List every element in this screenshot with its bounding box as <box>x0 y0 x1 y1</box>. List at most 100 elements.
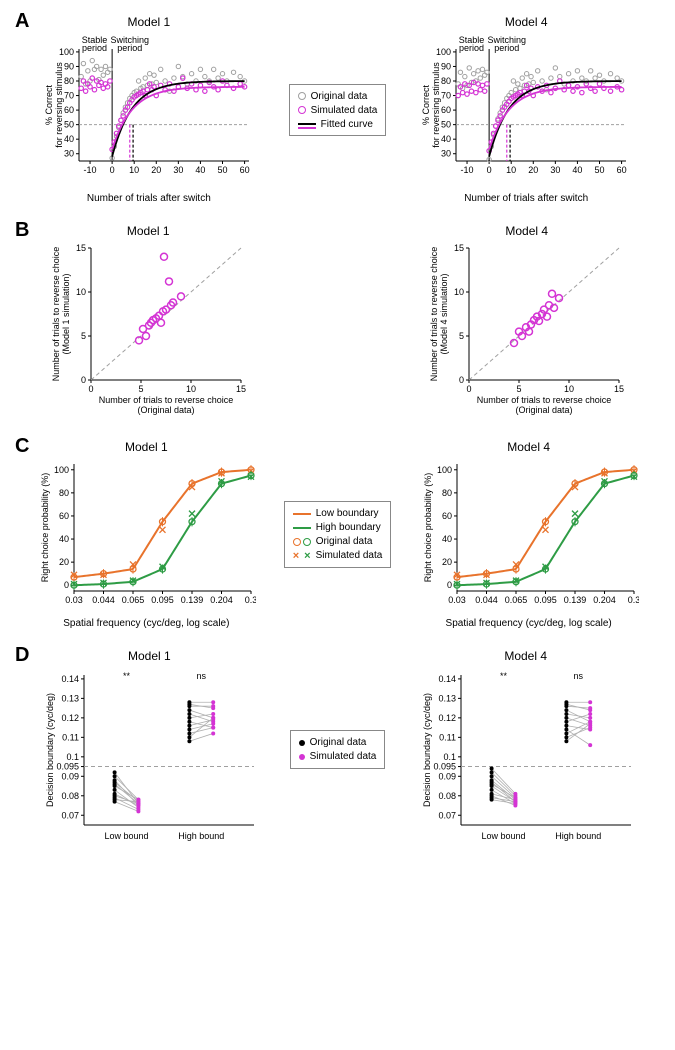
svg-text:period: period <box>494 43 519 53</box>
svg-text:5: 5 <box>459 331 464 341</box>
svg-text:10: 10 <box>129 165 139 175</box>
svg-text:50: 50 <box>64 120 74 130</box>
svg-text:0.09: 0.09 <box>438 771 456 781</box>
chart-title: Model 4 <box>507 440 550 454</box>
svg-text:ns: ns <box>197 671 207 681</box>
svg-text:Low bound: Low bound <box>105 831 149 841</box>
svg-text:0.065: 0.065 <box>504 595 527 605</box>
svg-text:High bound: High bound <box>555 831 601 841</box>
chart-title: Model 1 <box>128 649 171 663</box>
legend-circle-icon <box>298 92 306 100</box>
svg-text:0.09: 0.09 <box>62 771 80 781</box>
svg-text:60: 60 <box>59 511 69 521</box>
svg-text:Number of trials to reverse ch: Number of trials to reverse choice <box>477 395 612 405</box>
svg-text:80: 80 <box>442 488 452 498</box>
svg-text:0.044: 0.044 <box>93 595 116 605</box>
svg-text:0.14: 0.14 <box>438 674 456 684</box>
svg-text:40: 40 <box>64 134 74 144</box>
panel-D: D Model 1 0.070.080.090.0950.10.110.120.… <box>15 649 660 850</box>
legend-A: Original data Simulated data Fitted curv… <box>289 84 387 136</box>
panel-C: C Model 1 0.030.0440.0650.0950.1390.2040… <box>15 440 660 629</box>
svg-text:0: 0 <box>447 580 452 590</box>
svg-text:100: 100 <box>436 47 451 57</box>
legend-dot-icon <box>299 740 305 746</box>
svg-text:period: period <box>117 43 142 53</box>
legend-line-icon <box>298 127 316 129</box>
chart-D1: 0.070.080.090.0950.10.110.120.130.14Low … <box>39 665 259 850</box>
svg-text:period: period <box>82 43 107 53</box>
svg-text:40: 40 <box>59 534 69 544</box>
svg-text:0: 0 <box>467 384 472 394</box>
svg-text:Number of trials to reverse ch: Number of trials to reverse choice <box>98 395 233 405</box>
svg-text:0.13: 0.13 <box>62 693 80 703</box>
svg-text:0.03: 0.03 <box>448 595 466 605</box>
svg-text:20: 20 <box>59 557 69 567</box>
svg-text:60: 60 <box>64 105 74 115</box>
svg-text:80: 80 <box>64 76 74 86</box>
panel-label-D: D <box>15 644 29 667</box>
legend-circle-icon <box>293 538 301 546</box>
svg-text:100: 100 <box>54 465 69 475</box>
svg-text:(Model 1 simulation): (Model 1 simulation) <box>61 273 71 354</box>
svg-text:20: 20 <box>151 165 161 175</box>
svg-text:0.139: 0.139 <box>181 595 204 605</box>
legend-dot-icon <box>299 754 305 760</box>
svg-text:0.03: 0.03 <box>66 595 84 605</box>
xlabel: Number of trials after switch <box>421 193 631 204</box>
svg-text:0.095: 0.095 <box>152 595 175 605</box>
svg-text:0.08: 0.08 <box>62 791 80 801</box>
svg-text:0.095: 0.095 <box>534 595 557 605</box>
legend-circle-icon <box>303 538 311 546</box>
svg-text:0.3: 0.3 <box>627 595 638 605</box>
svg-text:0.095: 0.095 <box>57 762 80 772</box>
svg-text:10: 10 <box>564 384 574 394</box>
svg-text:High bound: High bound <box>179 831 225 841</box>
svg-text:(Original data): (Original data) <box>137 405 194 415</box>
svg-text:**: ** <box>123 671 131 681</box>
svg-text:0.11: 0.11 <box>62 732 79 742</box>
svg-text:10: 10 <box>454 287 464 297</box>
svg-text:0: 0 <box>81 375 86 385</box>
panel-B: B Model 1 005510101515Number of trials t… <box>15 224 660 420</box>
svg-text:0.095: 0.095 <box>433 762 456 772</box>
svg-text:60: 60 <box>441 105 451 115</box>
xlabel: Spatial frequency (cyc/deg, log scale) <box>419 618 639 629</box>
svg-text:period: period <box>459 43 484 53</box>
svg-text:0.1: 0.1 <box>67 752 80 762</box>
svg-text:0: 0 <box>459 375 464 385</box>
legend-line-icon <box>298 123 316 125</box>
svg-text:30: 30 <box>441 149 451 159</box>
svg-text:Number of trials to reverse ch: Number of trials to reverse choice <box>429 247 439 382</box>
xlabel: Spatial frequency (cyc/deg, log scale) <box>36 618 256 629</box>
xlabel: Number of trials after switch <box>44 193 254 204</box>
svg-text:30: 30 <box>551 165 561 175</box>
svg-text:(Original data): (Original data) <box>516 405 573 415</box>
chart-C4: 0.030.0440.0650.0950.1390.2040.302040608… <box>419 456 639 629</box>
svg-text:-10: -10 <box>461 165 474 175</box>
chart-title: Model 4 <box>505 224 548 238</box>
legend-circle-icon <box>298 106 306 114</box>
svg-text:0.12: 0.12 <box>62 713 80 723</box>
svg-text:ns: ns <box>573 671 583 681</box>
svg-text:0.065: 0.065 <box>122 595 145 605</box>
svg-text:40: 40 <box>442 534 452 544</box>
svg-text:Right choice probability (%): Right choice probability (%) <box>423 473 433 583</box>
chart-C1: 0.030.0440.0650.0950.1390.2040.302040608… <box>36 456 256 629</box>
legend-C: Low boundary High boundary Original data… <box>284 501 392 568</box>
svg-text:0.07: 0.07 <box>438 810 456 820</box>
svg-text:70: 70 <box>64 91 74 101</box>
legend-D: Original data Simulated data <box>290 730 386 769</box>
svg-text:40: 40 <box>573 165 583 175</box>
svg-text:0: 0 <box>88 384 93 394</box>
svg-text:for reversing stimulus: for reversing stimulus <box>431 62 441 148</box>
svg-text:60: 60 <box>442 511 452 521</box>
chart-title: Model 1 <box>127 15 170 29</box>
svg-text:0: 0 <box>487 165 492 175</box>
svg-text:0.204: 0.204 <box>211 595 234 605</box>
svg-text:0.204: 0.204 <box>593 595 616 605</box>
panel-A: A Model 1 -10010203040506030405060708090… <box>15 15 660 204</box>
svg-text:-10: -10 <box>83 165 96 175</box>
svg-text:50: 50 <box>595 165 605 175</box>
svg-text:15: 15 <box>454 243 464 253</box>
chart-title: Model 4 <box>504 649 547 663</box>
